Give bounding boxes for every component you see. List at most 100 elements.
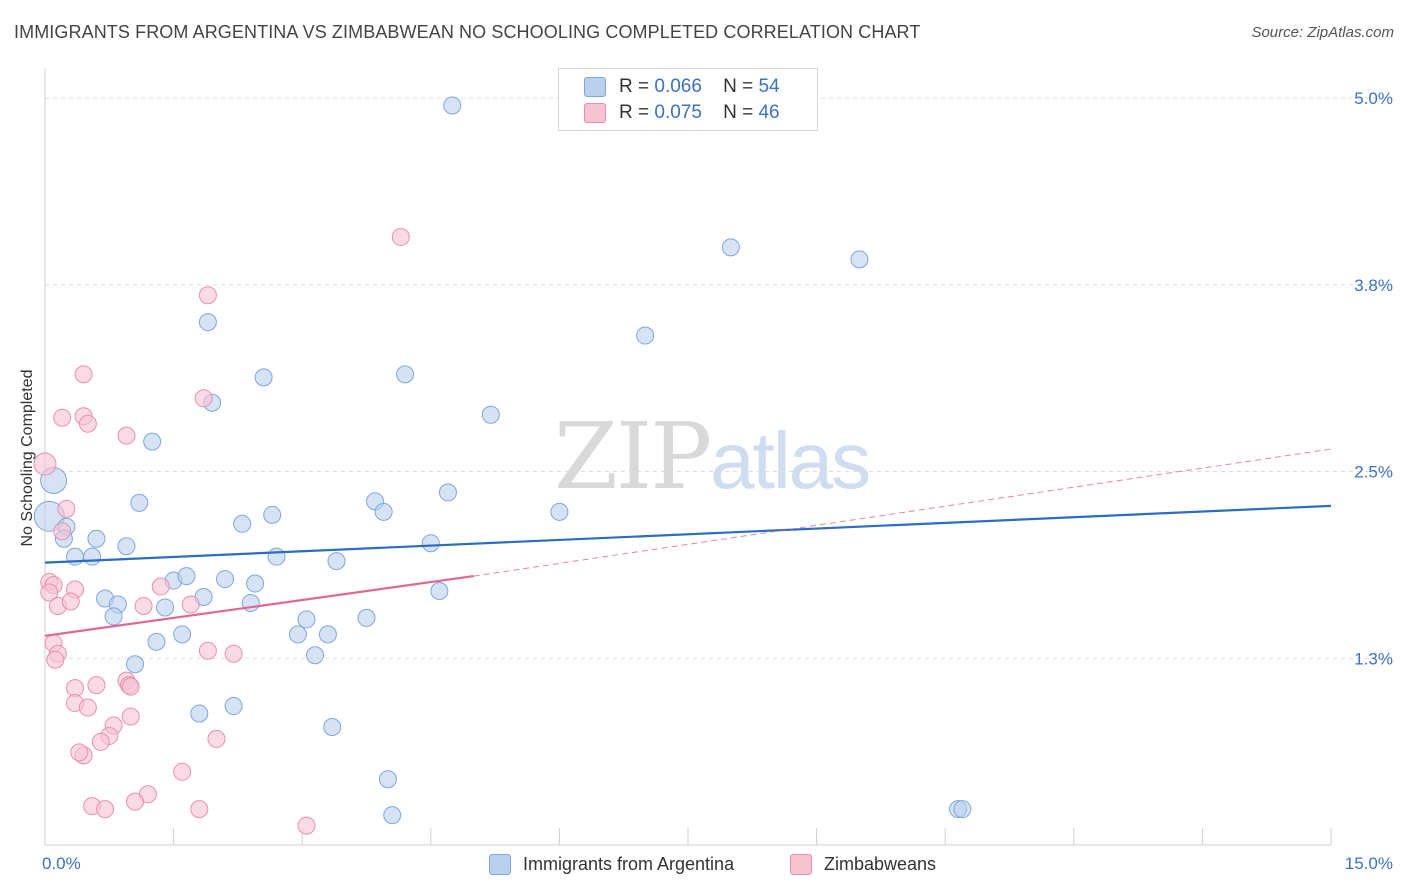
argentina-point xyxy=(443,96,462,115)
r-label: R = xyxy=(619,76,650,97)
y-axis-label: No Schooling Completed xyxy=(19,369,36,547)
argentina-point xyxy=(156,598,175,617)
zimbabweans-point xyxy=(40,583,59,602)
argentina-point xyxy=(430,582,449,601)
zimbabweans-point xyxy=(134,596,153,615)
argentina-point xyxy=(327,552,346,571)
zimbabweans-point xyxy=(61,592,80,611)
zimbabweans-point xyxy=(33,452,57,476)
zimbabweans-point xyxy=(70,743,89,762)
legend-swatch-blue xyxy=(489,853,511,875)
argentina-point xyxy=(383,806,402,825)
argentina-point xyxy=(126,655,145,674)
zimbabweans-point xyxy=(121,677,140,696)
r-label: R = xyxy=(619,102,650,123)
n-value: 54 xyxy=(758,76,780,97)
legend-stats-zimbabweans: R = 0.075 N = 46 xyxy=(619,102,780,124)
zimbabweans-point xyxy=(194,389,213,408)
argentina-point xyxy=(147,632,166,651)
watermark-zip: ZIP xyxy=(554,403,712,510)
legend-swatch-blue xyxy=(584,77,606,97)
legend-label-zimbabweans: Zimbabweans xyxy=(824,853,937,874)
argentina-point xyxy=(357,608,376,627)
argentina-point xyxy=(323,717,342,736)
argentina-point xyxy=(233,514,252,533)
zimbabweans-point xyxy=(151,577,170,596)
zimbabweans-point xyxy=(173,762,192,781)
argentina-point xyxy=(246,574,265,593)
n-value: 46 xyxy=(758,102,780,123)
x-tick-label: 15.0% xyxy=(1345,854,1393,873)
legend-item-argentina: Immigrants from Argentina xyxy=(489,852,734,876)
y-tick-label: 2.5% xyxy=(1354,463,1393,482)
argentina-point xyxy=(374,502,393,521)
zimbabweans-point xyxy=(91,732,110,751)
n-label: N = xyxy=(723,102,754,123)
zimbabweans-point xyxy=(391,227,410,246)
zimbabweans-point xyxy=(53,408,72,427)
zimbabweans-point xyxy=(74,365,93,384)
legend-row-argentina: R = 0.066 N = 54 xyxy=(584,75,780,99)
zimbabweans-point xyxy=(46,650,65,669)
argentina-point xyxy=(636,326,655,345)
argentina-point xyxy=(190,704,209,723)
argentina-point xyxy=(267,547,286,566)
argentina-point xyxy=(198,313,217,332)
zimbabweans-point xyxy=(87,676,106,695)
argentina-point xyxy=(396,365,415,384)
zimbabweans-point xyxy=(78,698,97,717)
argentina-point xyxy=(550,502,569,521)
argentina-point xyxy=(117,537,136,556)
legend-stats-argentina: R = 0.066 N = 54 xyxy=(619,76,780,98)
zimbabweans-point xyxy=(126,792,145,811)
argentina-point xyxy=(850,250,869,269)
zimbabweans-point xyxy=(224,644,243,663)
watermark: ZIPatlas xyxy=(554,403,871,510)
legend-row-zimbabweans: R = 0.075 N = 46 xyxy=(584,101,780,125)
argentina-point xyxy=(130,493,149,512)
y-tick-label: 3.8% xyxy=(1354,276,1393,295)
argentina-point xyxy=(288,625,307,644)
chart-title: IMMIGRANTS FROM ARGENTINA VS ZIMBABWEAN … xyxy=(14,22,921,42)
argentina-point xyxy=(481,405,500,424)
argentina-point xyxy=(104,607,123,626)
argentina-point xyxy=(87,529,106,548)
zimbabweans-trendline xyxy=(44,574,474,637)
argentina-point xyxy=(438,483,457,502)
zimbabweans-point xyxy=(53,522,72,541)
y-tick-label: 1.3% xyxy=(1354,649,1393,668)
source-label: Source: ZipAtlas.com xyxy=(1251,24,1394,41)
argentina-point xyxy=(953,800,972,819)
legend-swatch-pink xyxy=(790,853,812,875)
r-value: 0.075 xyxy=(654,102,702,123)
argentina-point xyxy=(216,570,235,589)
legend-item-zimbabweans: Zimbabweans xyxy=(790,852,936,876)
zimbabweans-point xyxy=(121,707,140,726)
zimbabweans-point xyxy=(198,286,217,305)
legend-label-argentina: Immigrants from Argentina xyxy=(523,853,735,874)
n-label: N = xyxy=(723,76,754,97)
argentina-point xyxy=(721,238,740,257)
argentina-point xyxy=(306,646,325,665)
argentina-point xyxy=(318,625,337,644)
zimbabweans-point xyxy=(198,641,217,660)
argentina-point xyxy=(378,770,397,789)
argentina-point xyxy=(263,505,282,524)
argentina-point xyxy=(297,610,316,629)
zimbabweans-point xyxy=(117,426,136,445)
zimbabweans-point xyxy=(96,800,115,819)
zimbabweans-point xyxy=(207,729,226,748)
argentina-point xyxy=(173,625,192,644)
argentina-point xyxy=(421,534,440,553)
watermark-atlas: atlas xyxy=(710,416,871,505)
zimbabweans-point xyxy=(297,816,316,835)
argentina-point xyxy=(224,697,243,716)
zimbabweans-trendline-extension xyxy=(473,448,1332,577)
argentina-trendline xyxy=(44,504,1332,564)
zimbabweans-point xyxy=(181,595,200,614)
legend-swatch-pink xyxy=(584,103,606,123)
x-tick-label: 0.0% xyxy=(42,854,81,873)
r-value: 0.066 xyxy=(654,76,702,97)
argentina-point xyxy=(83,547,102,566)
